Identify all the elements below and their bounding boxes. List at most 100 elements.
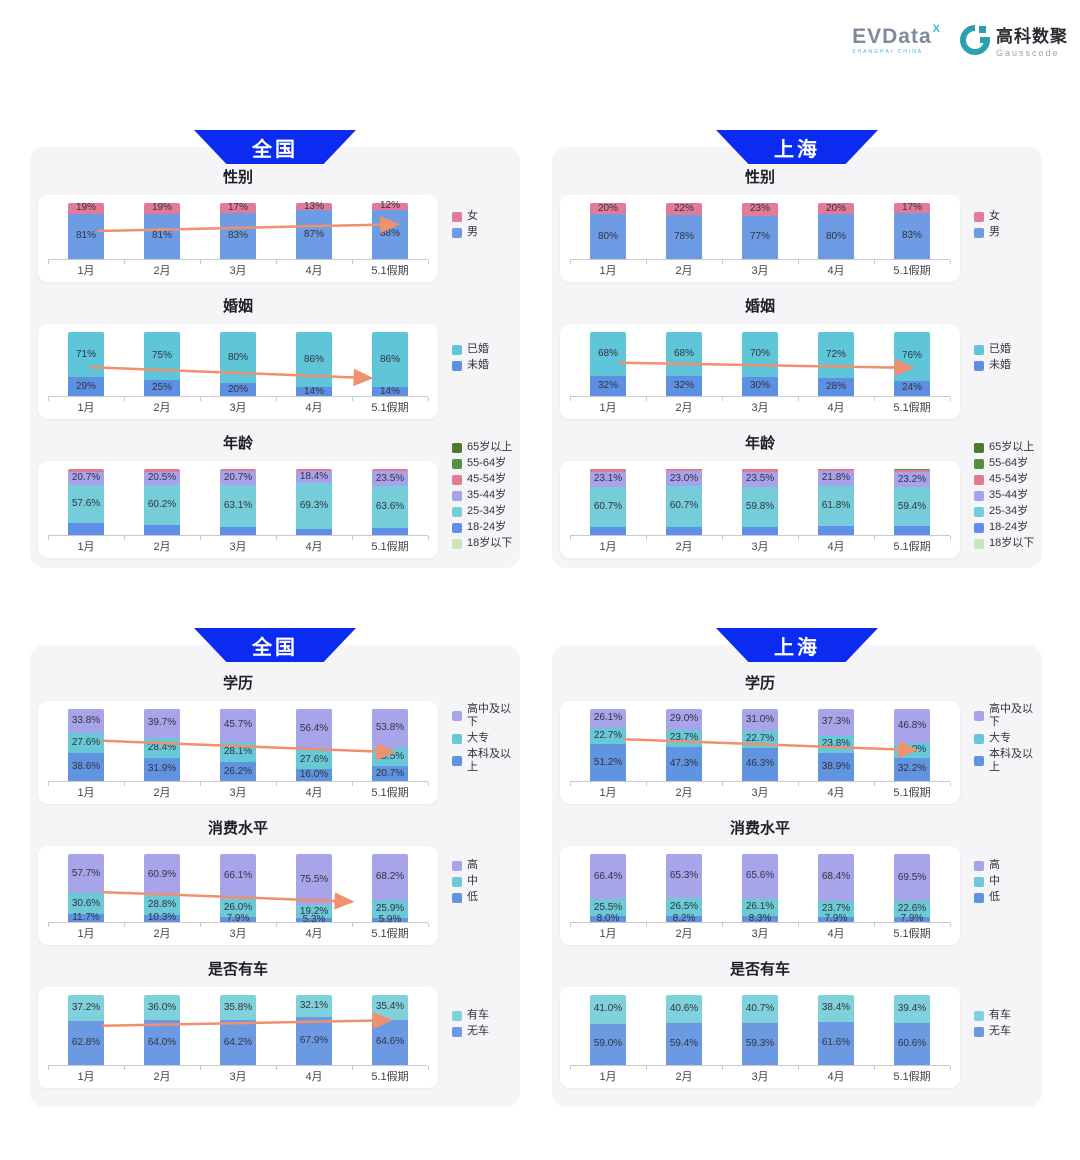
bar-slot: 37.3% 23.8% 38.9% [798,709,874,781]
bar-segment: 30% [742,376,778,396]
gausscode-logo-en: Gausscode [996,48,1060,58]
data-label: 20.7% [223,472,253,484]
bar-slot: 36.0% 64.0% [124,995,200,1065]
bar-segment: 87% [296,210,332,259]
chart-title: 消费水平 [729,820,790,837]
axis-tick [570,536,571,540]
data-label: 59.0% [593,1038,623,1050]
bar-slot: 56.4% 27.6% 16.0% [276,709,352,781]
data-label: 35.4% [375,1001,405,1013]
legend-label: 有车 [467,1009,489,1021]
stacked-bar: 31.0% 22.7% 46.3% [742,709,778,781]
bar-slot: 33.8% 27.6% 38.6% [48,709,124,781]
bar-segment: 25.5% [590,899,626,917]
region-banner: 上海 [716,130,878,164]
bar-slot: 21.8% 61.8% [798,469,874,535]
axis-tick [646,1066,647,1070]
bar-segment: 59.4% [666,1023,702,1065]
data-label: 68% [597,347,618,359]
bar-slot: 80% 20% [200,332,276,396]
data-label: 19% [75,202,96,214]
chart-title: 学历 [222,675,253,692]
data-label: 32.1% [299,1000,329,1012]
data-label: 86% [379,353,400,365]
bar-segment: 17% [220,202,256,213]
evdata-logo-sup: X [932,22,940,35]
plot-area: 26.1% 22.7% 51.2% 29.0% 23.7% 47.3% 31.0% 22.7%… [570,709,951,786]
chart-title: 婚姻 [744,298,775,315]
bar-segment: 86% [372,332,408,388]
bar-segment: 16.0% [296,769,332,781]
bar-segment: 28.1% [220,741,256,763]
stacked-bar: 38.4% 61.6% [818,995,854,1065]
axis-tick [874,782,875,786]
legend-swatch [452,522,462,533]
bar-segment [68,523,104,535]
bar-segment: 78% [666,215,702,259]
chart-card: 41.0% 59.0% 40.6% 59.4% 40.7% 59.3% 38.4% 61.6%… [560,987,960,1088]
x-axis-label: 1月 [599,787,617,799]
data-label: 24% [901,382,922,394]
data-label: 25.5% [593,901,623,913]
data-label: 76% [901,350,922,362]
axis-tick [646,923,647,927]
data-label: 20.7% [375,767,405,779]
chart-block: 性别 20% 80% 22% 78% 23% 77% 20% 80% 17% 83% 1月 2月 3月 4月… [552,167,1042,282]
data-label: 47.3% [669,757,699,769]
legend-swatch [974,458,984,469]
bar-segment [372,469,408,471]
data-label: 28% [825,381,846,393]
data-label: 23.1% [593,473,623,485]
legend-swatch [452,344,462,355]
axis-tick [352,260,353,264]
axis-tick [428,260,429,264]
axis-tick [200,260,201,264]
stacked-bar: 17% 83% [894,202,930,259]
legend-label: 无车 [989,1025,1011,1037]
stacked-bar: 37.2% 62.8% [68,995,104,1065]
bar-segment: 10.3% [144,913,180,923]
bar-segment: 20% [590,203,626,215]
bar-segment: 70% [742,332,778,377]
data-label: 23.8% [821,738,851,750]
bar-segment [144,524,180,535]
x-axis-label: 5.1假期 [371,1071,409,1083]
legend-item: 45-54岁 [974,473,1042,486]
bar-segment: 23.5% [372,470,408,487]
data-label: 7.9% [226,913,250,925]
stacked-bar: 19% 81% [144,203,180,259]
panel-shanghai-top: 上海 性别 20% 80% 22% 78% 23% 77% 20% 80% 17% 83% 1月 2月 3… [552,130,1042,568]
bar-segment: 28.4% [144,737,180,759]
data-label: 20.5% [147,472,177,484]
legend-item: 无车 [452,1025,520,1038]
data-label: 60.6% [897,1037,927,1049]
data-label: 19.2% [299,905,329,917]
stacked-bar: 68.4% 23.7% 7.9% [818,854,854,924]
bar-segment: 75.5% [296,854,332,906]
data-label: 60.9% [147,868,177,880]
axis-tick [722,923,723,927]
plot-area: 41.0% 59.0% 40.6% 59.4% 40.7% 59.3% 38.4% 61.6%… [570,995,951,1070]
stacked-bar: 76% 24% [894,332,930,396]
data-label: 40.7% [745,1003,775,1015]
bar-segment: 26.0% [220,898,256,917]
x-axis-label: 4月 [305,541,323,553]
data-label: 32.2% [897,763,927,775]
x-axis-label: 2月 [675,1071,693,1083]
x-axis-labels: 1月 2月 3月 4月 5.1假期 [570,1066,950,1086]
bar-segment: 39.4% [894,995,930,1023]
axis-tick [646,397,647,401]
data-label: 25.9% [375,903,405,915]
legend-label: 无车 [467,1025,489,1037]
bar-segment: 7.9% [818,914,854,924]
x-axis-labels: 1月 2月 3月 4月 5.1假期 [48,923,428,943]
stacked-bar: 19% 81% [68,203,104,259]
bar-segment: 64.2% [220,1020,256,1065]
region-banner: 全国 [194,130,356,164]
bar-segment: 26.1% [742,898,778,917]
bar-slot: 13% 87% [276,201,352,259]
bar-slot: 17% 83% [200,202,276,259]
bar-segment [68,469,104,472]
bar-segment: 7.9% [894,914,930,924]
data-label: 81% [75,230,96,242]
